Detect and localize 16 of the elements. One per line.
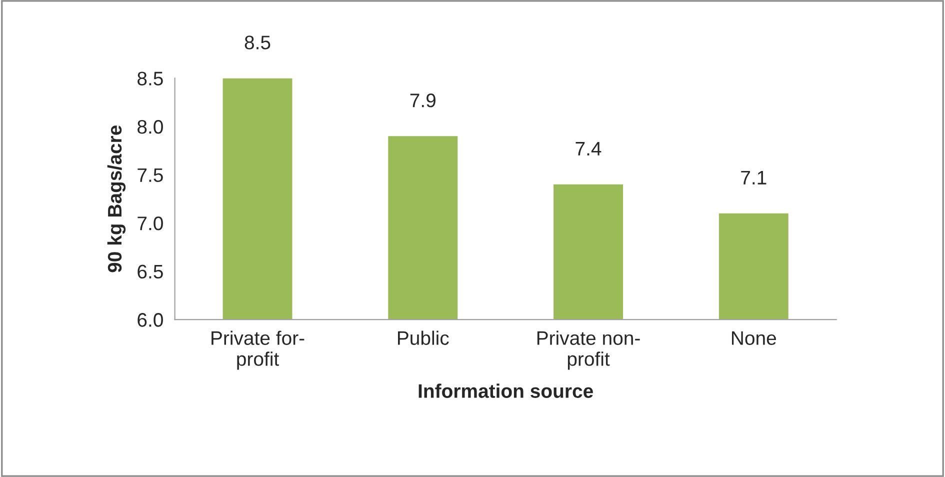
y-tick-label: 7.5 — [138, 168, 163, 182]
x-axis-title: Information source — [418, 384, 593, 398]
y-tick-label: 6.5 — [138, 264, 163, 279]
y-tick-label: 8.0 — [138, 120, 163, 134]
data-label: 7.1 — [741, 170, 766, 184]
y-tick-label: 8.5 — [138, 72, 163, 86]
data-label: 7.9 — [410, 94, 436, 108]
x-tick-label: Private for- profit — [212, 330, 304, 370]
data-label: 7.4 — [576, 142, 602, 156]
y-tick-label: 6.0 — [138, 313, 163, 327]
x-tick-label: None — [732, 331, 776, 345]
y-tick-label: 7.0 — [138, 216, 163, 230]
data-label: 8.5 — [244, 36, 270, 50]
x-tick-label: Private non- profit — [537, 330, 640, 370]
x-tick-label: Public — [398, 330, 449, 345]
y-axis-title: 90 kg Bags/acre — [107, 126, 126, 272]
